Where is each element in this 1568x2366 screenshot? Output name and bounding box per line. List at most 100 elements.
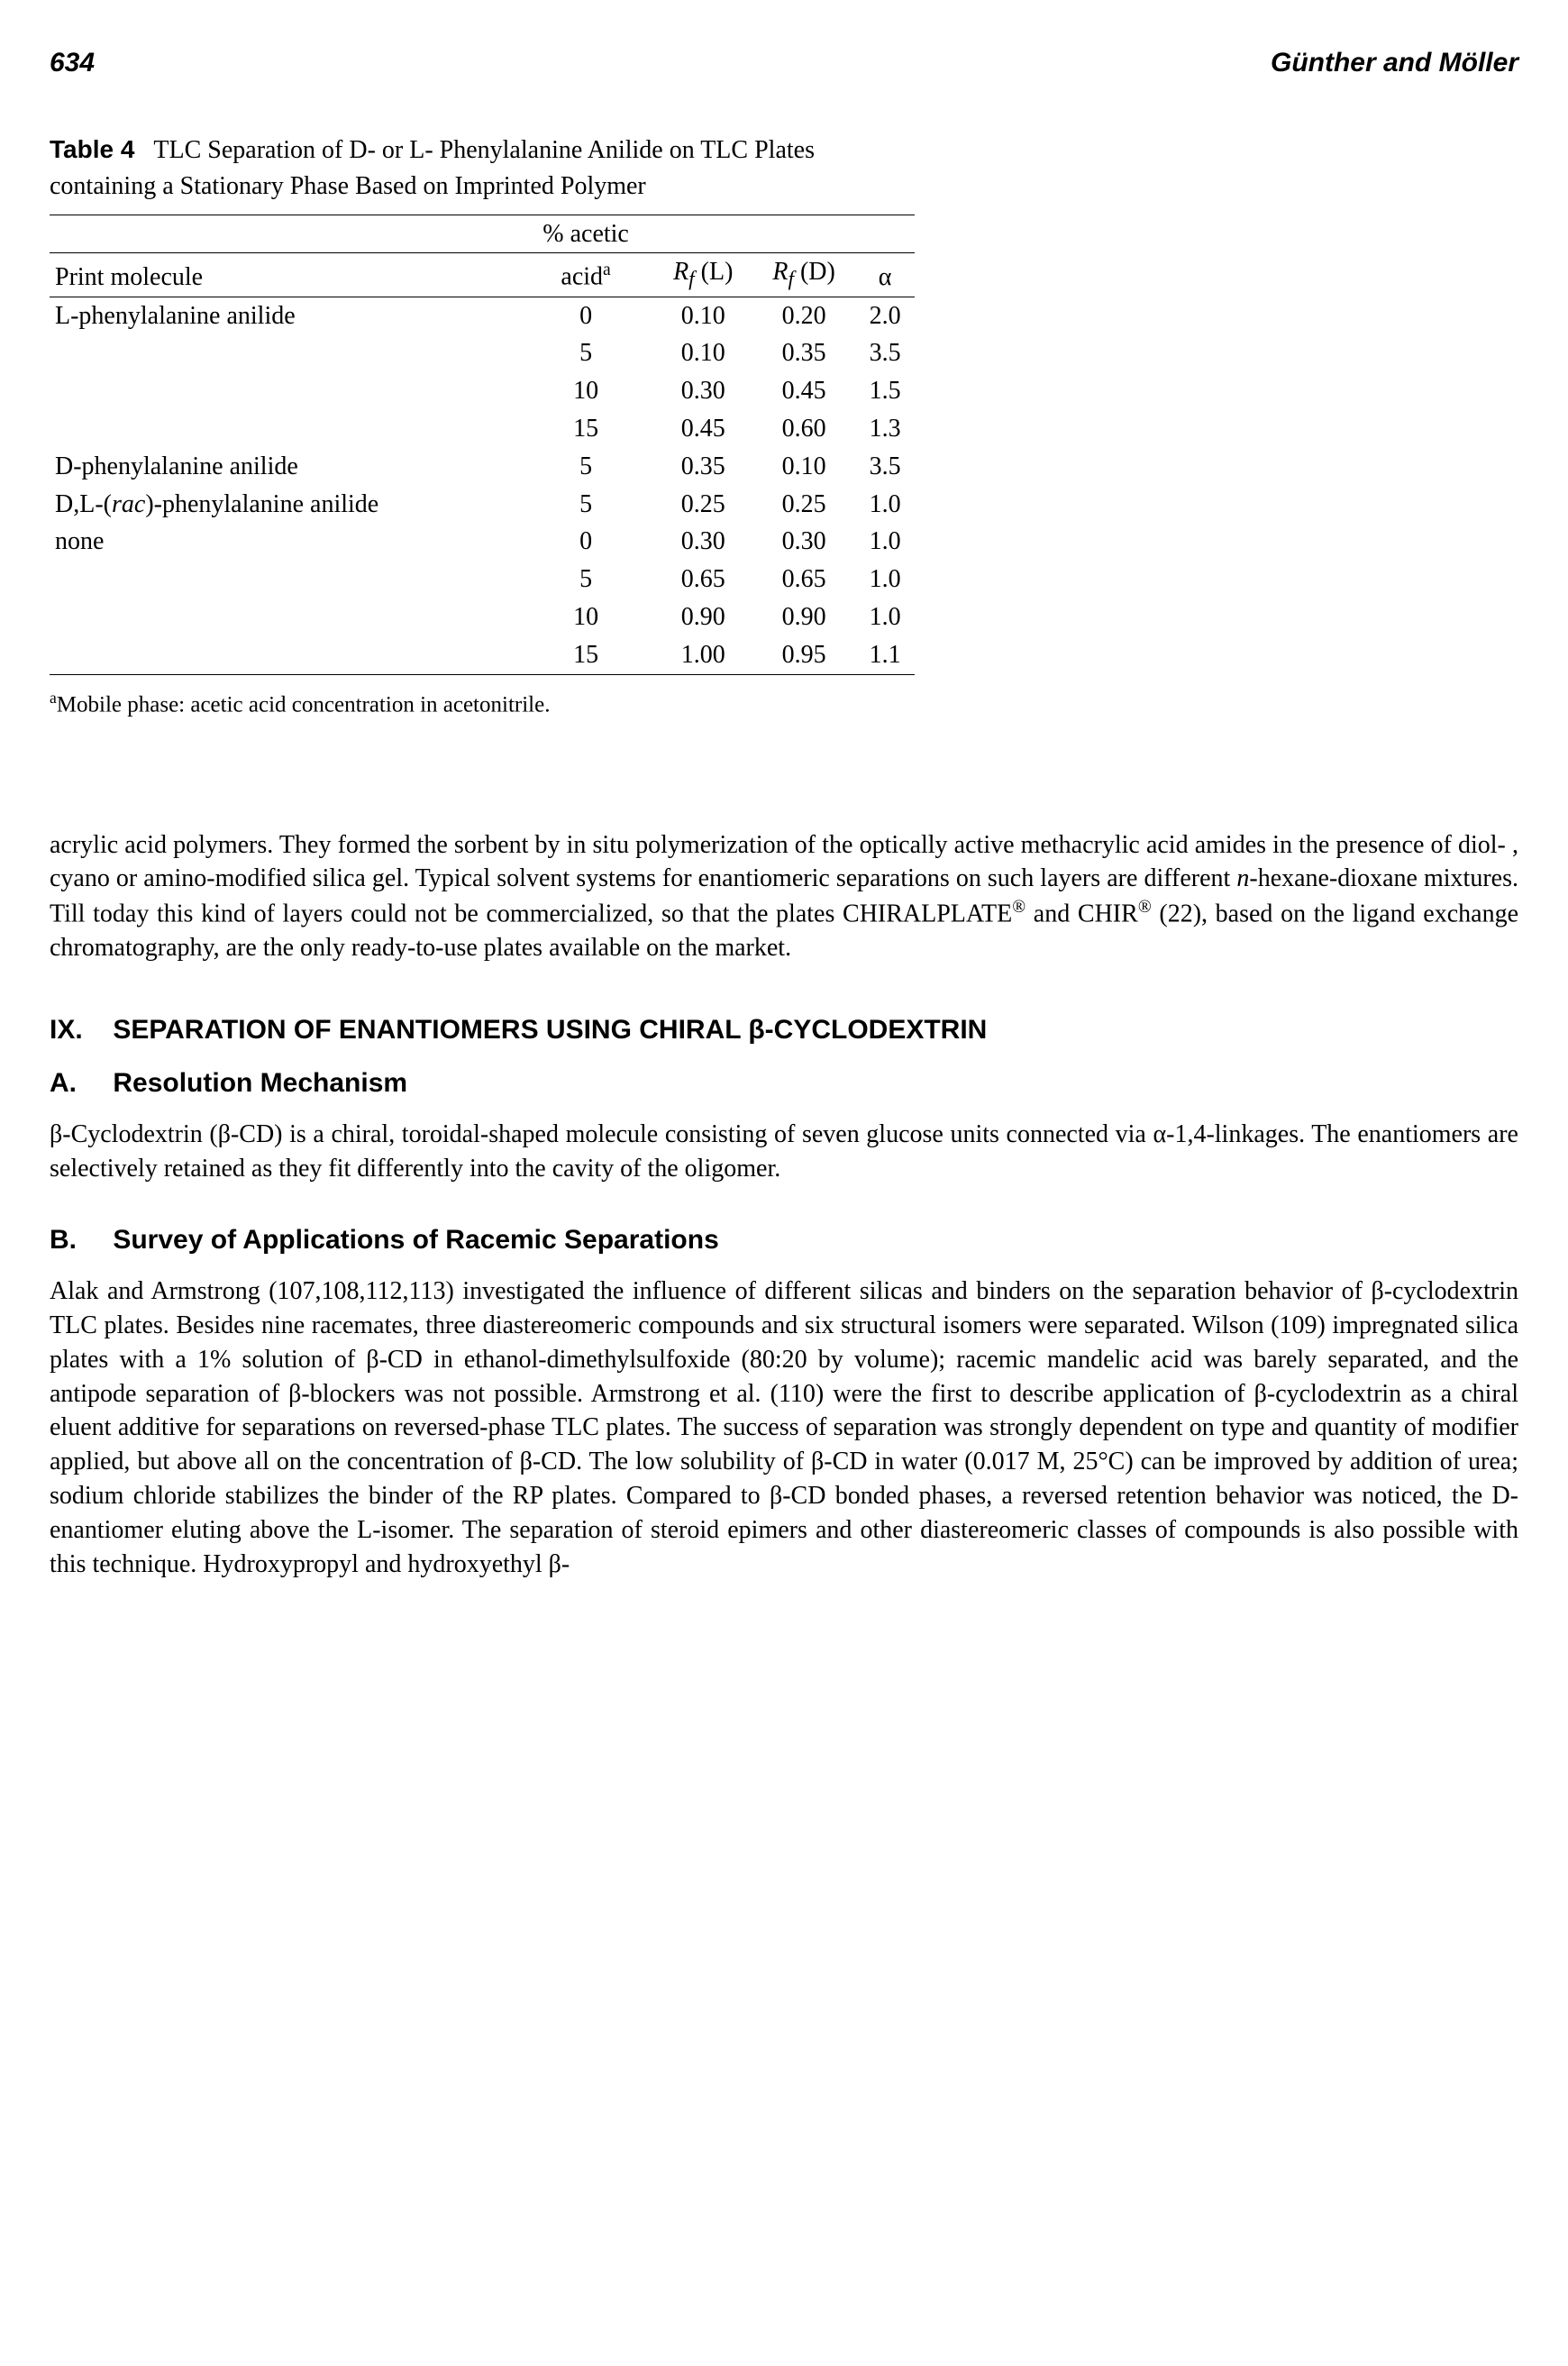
- cell-acid: 10: [518, 598, 654, 636]
- cell-rf-l: 0.25: [653, 486, 752, 524]
- para1-reg1: ®: [1012, 898, 1026, 917]
- cell-alpha: 1.0: [855, 598, 915, 636]
- th-acid-bottom: acida: [518, 253, 654, 297]
- section-ix-title: SEPARATION OF ENANTIOMERS USING CHIRAL β…: [113, 1015, 987, 1045]
- cell-molecule: [50, 334, 518, 372]
- cell-rf-d: 0.95: [752, 636, 855, 674]
- th-spacer: [653, 215, 752, 253]
- th-spacer: [855, 215, 915, 253]
- cell-molecule: D,L-(rac)-phenylalanine anilide: [50, 486, 518, 524]
- cell-rf-d: 0.60: [752, 410, 855, 448]
- cell-acid: 10: [518, 372, 654, 410]
- paragraph-b: Alak and Armstrong (107,108,112,113) inv…: [50, 1274, 1518, 1581]
- cell-molecule: L-phenylalanine anilide: [50, 297, 518, 334]
- cell-molecule: [50, 598, 518, 636]
- th-acid-word: acid: [561, 263, 603, 291]
- th-acid-sup: a: [603, 260, 611, 279]
- cell-rf-l: 1.00: [653, 636, 752, 674]
- th-acid-top: % acetic: [518, 215, 654, 253]
- footnote-sup: a: [50, 689, 57, 707]
- cell-alpha: 1.0: [855, 523, 915, 561]
- table-row: 151.000.951.1: [50, 636, 915, 674]
- cell-acid: 15: [518, 410, 654, 448]
- footnote-text: Mobile phase: acetic acid concentration …: [57, 692, 551, 717]
- section-a-prefix: A.: [50, 1065, 105, 1102]
- cell-alpha: 1.0: [855, 561, 915, 598]
- th-rf-d-r: R: [772, 258, 788, 286]
- table-row: L-phenylalanine anilide00.100.202.0: [50, 297, 915, 334]
- cell-molecule: none: [50, 523, 518, 561]
- para1-reg2: ®: [1138, 898, 1152, 917]
- cell-rf-l: 0.90: [653, 598, 752, 636]
- cell-acid: 5: [518, 334, 654, 372]
- section-ix-heading: IX. SEPARATION OF ENANTIOMERS USING CHIR…: [50, 1012, 1518, 1049]
- cell-rf-l: 0.10: [653, 334, 752, 372]
- table4-caption-text: TLC Separation of D- or L- Phenylalanine…: [50, 136, 815, 201]
- cell-acid: 5: [518, 448, 654, 486]
- cell-rf-d: 0.65: [752, 561, 855, 598]
- cell-alpha: 1.0: [855, 486, 915, 524]
- table-row: D,L-(rac)-phenylalanine anilide50.250.25…: [50, 486, 915, 524]
- cell-rf-l: 0.10: [653, 297, 752, 334]
- cell-rf-d: 0.20: [752, 297, 855, 334]
- section-a-heading: A. Resolution Mechanism: [50, 1065, 1518, 1102]
- section-ix-prefix: IX.: [50, 1012, 105, 1049]
- cell-molecule: D-phenylalanine anilide: [50, 448, 518, 486]
- th-rf-l: Rf (L): [653, 253, 752, 297]
- cell-molecule: [50, 561, 518, 598]
- cell-alpha: 1.3: [855, 410, 915, 448]
- table4: % acetic Print molecule acida Rf (L) Rf …: [50, 215, 915, 675]
- cell-acid: 0: [518, 523, 654, 561]
- cell-acid: 5: [518, 561, 654, 598]
- th-alpha: α: [855, 253, 915, 297]
- table-row: D-phenylalanine anilide50.350.103.5: [50, 448, 915, 486]
- cell-alpha: 2.0: [855, 297, 915, 334]
- section-b-title: Survey of Applications of Racemic Separa…: [113, 1225, 718, 1255]
- cell-rf-l: 0.35: [653, 448, 752, 486]
- th-spacer: [50, 215, 518, 253]
- cell-rf-d: 0.10: [752, 448, 855, 486]
- th-spacer: [752, 215, 855, 253]
- cell-rf-d: 0.30: [752, 523, 855, 561]
- cell-alpha: 3.5: [855, 334, 915, 372]
- cell-rf-l: 0.30: [653, 372, 752, 410]
- cell-alpha: 3.5: [855, 448, 915, 486]
- cell-rf-d: 0.90: [752, 598, 855, 636]
- cell-rf-l: 0.30: [653, 523, 752, 561]
- cell-rf-l: 0.45: [653, 410, 752, 448]
- th-rf-l-r: R: [673, 258, 688, 286]
- cell-acid: 5: [518, 486, 654, 524]
- para1-ital-n: n: [1236, 864, 1249, 892]
- header-authors: Günther and Möller: [1271, 45, 1518, 82]
- th-rf-l-post: (L): [695, 258, 734, 286]
- table4-label: Table 4: [50, 135, 134, 163]
- cell-molecule: [50, 372, 518, 410]
- paragraph-a: β-Cyclodextrin (β-CD) is a chiral, toroi…: [50, 1118, 1518, 1186]
- cell-acid: 15: [518, 636, 654, 674]
- table-row: 50.100.353.5: [50, 334, 915, 372]
- table-row: 100.900.901.0: [50, 598, 915, 636]
- section-a-title: Resolution Mechanism: [113, 1068, 407, 1098]
- cell-alpha: 1.1: [855, 636, 915, 674]
- paragraph-acrylic: acrylic acid polymers. They formed the s…: [50, 828, 1518, 966]
- cell-rf-d: 0.25: [752, 486, 855, 524]
- running-header: 634 Günther and Möller: [50, 45, 1518, 82]
- table4-caption: Table 4 TLC Separation of D- or L- Pheny…: [50, 132, 915, 206]
- table4-footnote: aMobile phase: acetic acid concentration…: [50, 688, 915, 720]
- th-rf-d: Rf (D): [752, 253, 855, 297]
- table-row: 150.450.601.3: [50, 410, 915, 448]
- para1-t3: and CHIR: [1026, 900, 1138, 928]
- cell-alpha: 1.5: [855, 372, 915, 410]
- table-row: none00.300.301.0: [50, 523, 915, 561]
- table-row: 100.300.451.5: [50, 372, 915, 410]
- table-row: 50.650.651.0: [50, 561, 915, 598]
- cell-molecule: [50, 636, 518, 674]
- section-b-heading: B. Survey of Applications of Racemic Sep…: [50, 1222, 1518, 1259]
- cell-rf-l: 0.65: [653, 561, 752, 598]
- section-b-prefix: B.: [50, 1222, 105, 1259]
- cell-acid: 0: [518, 297, 654, 334]
- cell-rf-d: 0.45: [752, 372, 855, 410]
- cell-rf-d: 0.35: [752, 334, 855, 372]
- page-number: 634: [50, 45, 95, 82]
- cell-molecule: [50, 410, 518, 448]
